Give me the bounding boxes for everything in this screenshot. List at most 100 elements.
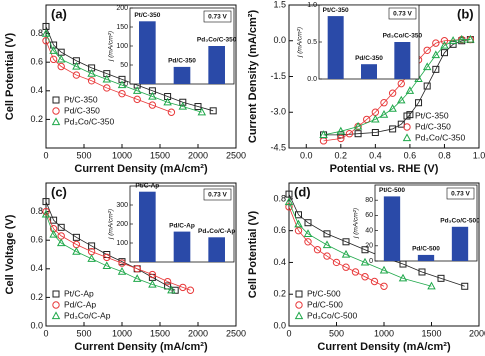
inset-bar <box>173 66 191 84</box>
marker <box>118 259 126 267</box>
inset-category: Pd₃Co/C-Ap <box>198 228 235 235</box>
x-tick-label: 2000 <box>469 328 485 338</box>
marker <box>388 89 397 97</box>
marker <box>294 226 303 235</box>
marker <box>319 130 328 138</box>
y-tick-label: 0.8 <box>273 193 286 203</box>
series-line <box>288 201 432 287</box>
marker <box>322 240 332 249</box>
annotation: 0.73 V <box>208 14 227 21</box>
inset-category: Pd/C-350 <box>355 55 383 62</box>
marker <box>186 286 195 294</box>
series <box>41 209 176 294</box>
x-tick-label: 1500 <box>150 328 170 338</box>
x-tick-label: 0.6 <box>404 150 417 160</box>
marker <box>197 107 207 116</box>
marker <box>313 246 322 254</box>
marker <box>57 62 65 71</box>
inset-bar <box>417 254 435 261</box>
marker <box>87 254 96 262</box>
marker <box>361 246 369 254</box>
legend-label: Pd/C-Ap <box>64 299 96 309</box>
inset-tick-label: 80 <box>365 197 373 204</box>
marker <box>167 108 176 116</box>
y-tick-label: 0.0 <box>30 320 43 330</box>
marker <box>351 268 360 276</box>
marker <box>49 46 58 54</box>
y-tick-label: 0.0 <box>273 320 286 330</box>
y-tick-label: 0.4 <box>30 85 43 95</box>
marker <box>41 209 51 218</box>
x-tick-label: 500 <box>76 150 91 160</box>
inset-bar <box>451 226 469 261</box>
marker <box>353 121 363 130</box>
marker <box>51 117 61 126</box>
marker <box>148 279 157 288</box>
marker <box>72 233 80 241</box>
y-axis-label: Cell Voltage (V) <box>4 214 16 294</box>
marker <box>345 130 354 138</box>
marker <box>380 282 388 290</box>
marker <box>103 84 111 92</box>
marker <box>148 101 157 109</box>
marker <box>285 203 293 211</box>
marker <box>50 216 58 224</box>
inset-bar <box>327 16 344 80</box>
marker <box>398 273 408 282</box>
marker <box>403 112 411 120</box>
panel-label: (b) <box>457 6 474 21</box>
inset-bar <box>394 42 411 79</box>
marker <box>360 257 370 266</box>
marker <box>440 40 449 49</box>
marker <box>72 247 81 255</box>
marker <box>448 36 458 44</box>
x-tick-label: 1.0 <box>473 150 485 160</box>
inset-bar <box>383 196 401 261</box>
inset-tick-label: 60 <box>365 212 373 219</box>
legend-label: Pt/C-500 <box>307 288 341 298</box>
series-line <box>45 40 172 113</box>
marker <box>341 249 351 258</box>
marker <box>72 71 81 79</box>
inset-tick-label: 0 <box>124 81 128 88</box>
y-axis-label: Cell Potential (V) <box>4 32 16 120</box>
marker <box>371 129 379 137</box>
annotation-box <box>203 10 232 23</box>
marker <box>337 134 345 143</box>
marker <box>49 229 58 238</box>
marker <box>51 311 61 320</box>
series-line <box>45 211 191 291</box>
inset-tick-label: 200 <box>116 221 128 228</box>
x-tick-label: 2000 <box>188 328 208 338</box>
x-tick-label: 0 <box>43 150 48 160</box>
y-axis-label: Cell Potential (V) <box>247 210 259 298</box>
inset-bar <box>139 21 156 84</box>
marker <box>304 238 312 246</box>
inset-category: Pd/C-500 <box>412 246 440 253</box>
inset-bar <box>208 237 225 262</box>
annotation-box <box>203 188 232 201</box>
inset-category: Pt/C-500 <box>379 187 405 194</box>
marker <box>422 62 432 71</box>
marker <box>163 97 172 106</box>
x-tick-label: 1500 <box>421 328 441 338</box>
marker <box>56 54 66 63</box>
marker <box>461 282 469 290</box>
y-tick-label: 0.2 <box>273 289 286 299</box>
y-tick-label: 0.6 <box>30 235 43 245</box>
x-axis-label: Current Density (mA/cm²) <box>74 341 208 353</box>
marker <box>41 28 51 37</box>
y-tick-label: 0.4 <box>273 257 286 267</box>
y-tick-label: 0.2 <box>30 114 43 124</box>
x-tick-label: 0 <box>286 328 291 338</box>
panel-label: (a) <box>51 6 67 21</box>
marker <box>117 80 127 89</box>
marker <box>295 211 302 219</box>
marker <box>295 290 303 298</box>
x-tick-label: 500 <box>76 328 91 338</box>
x-tick-label: 0 <box>43 328 48 338</box>
marker <box>132 86 142 94</box>
series <box>319 34 475 138</box>
series-line <box>323 39 471 142</box>
legend-label: Pd₃Co/C-Ap <box>64 310 111 320</box>
